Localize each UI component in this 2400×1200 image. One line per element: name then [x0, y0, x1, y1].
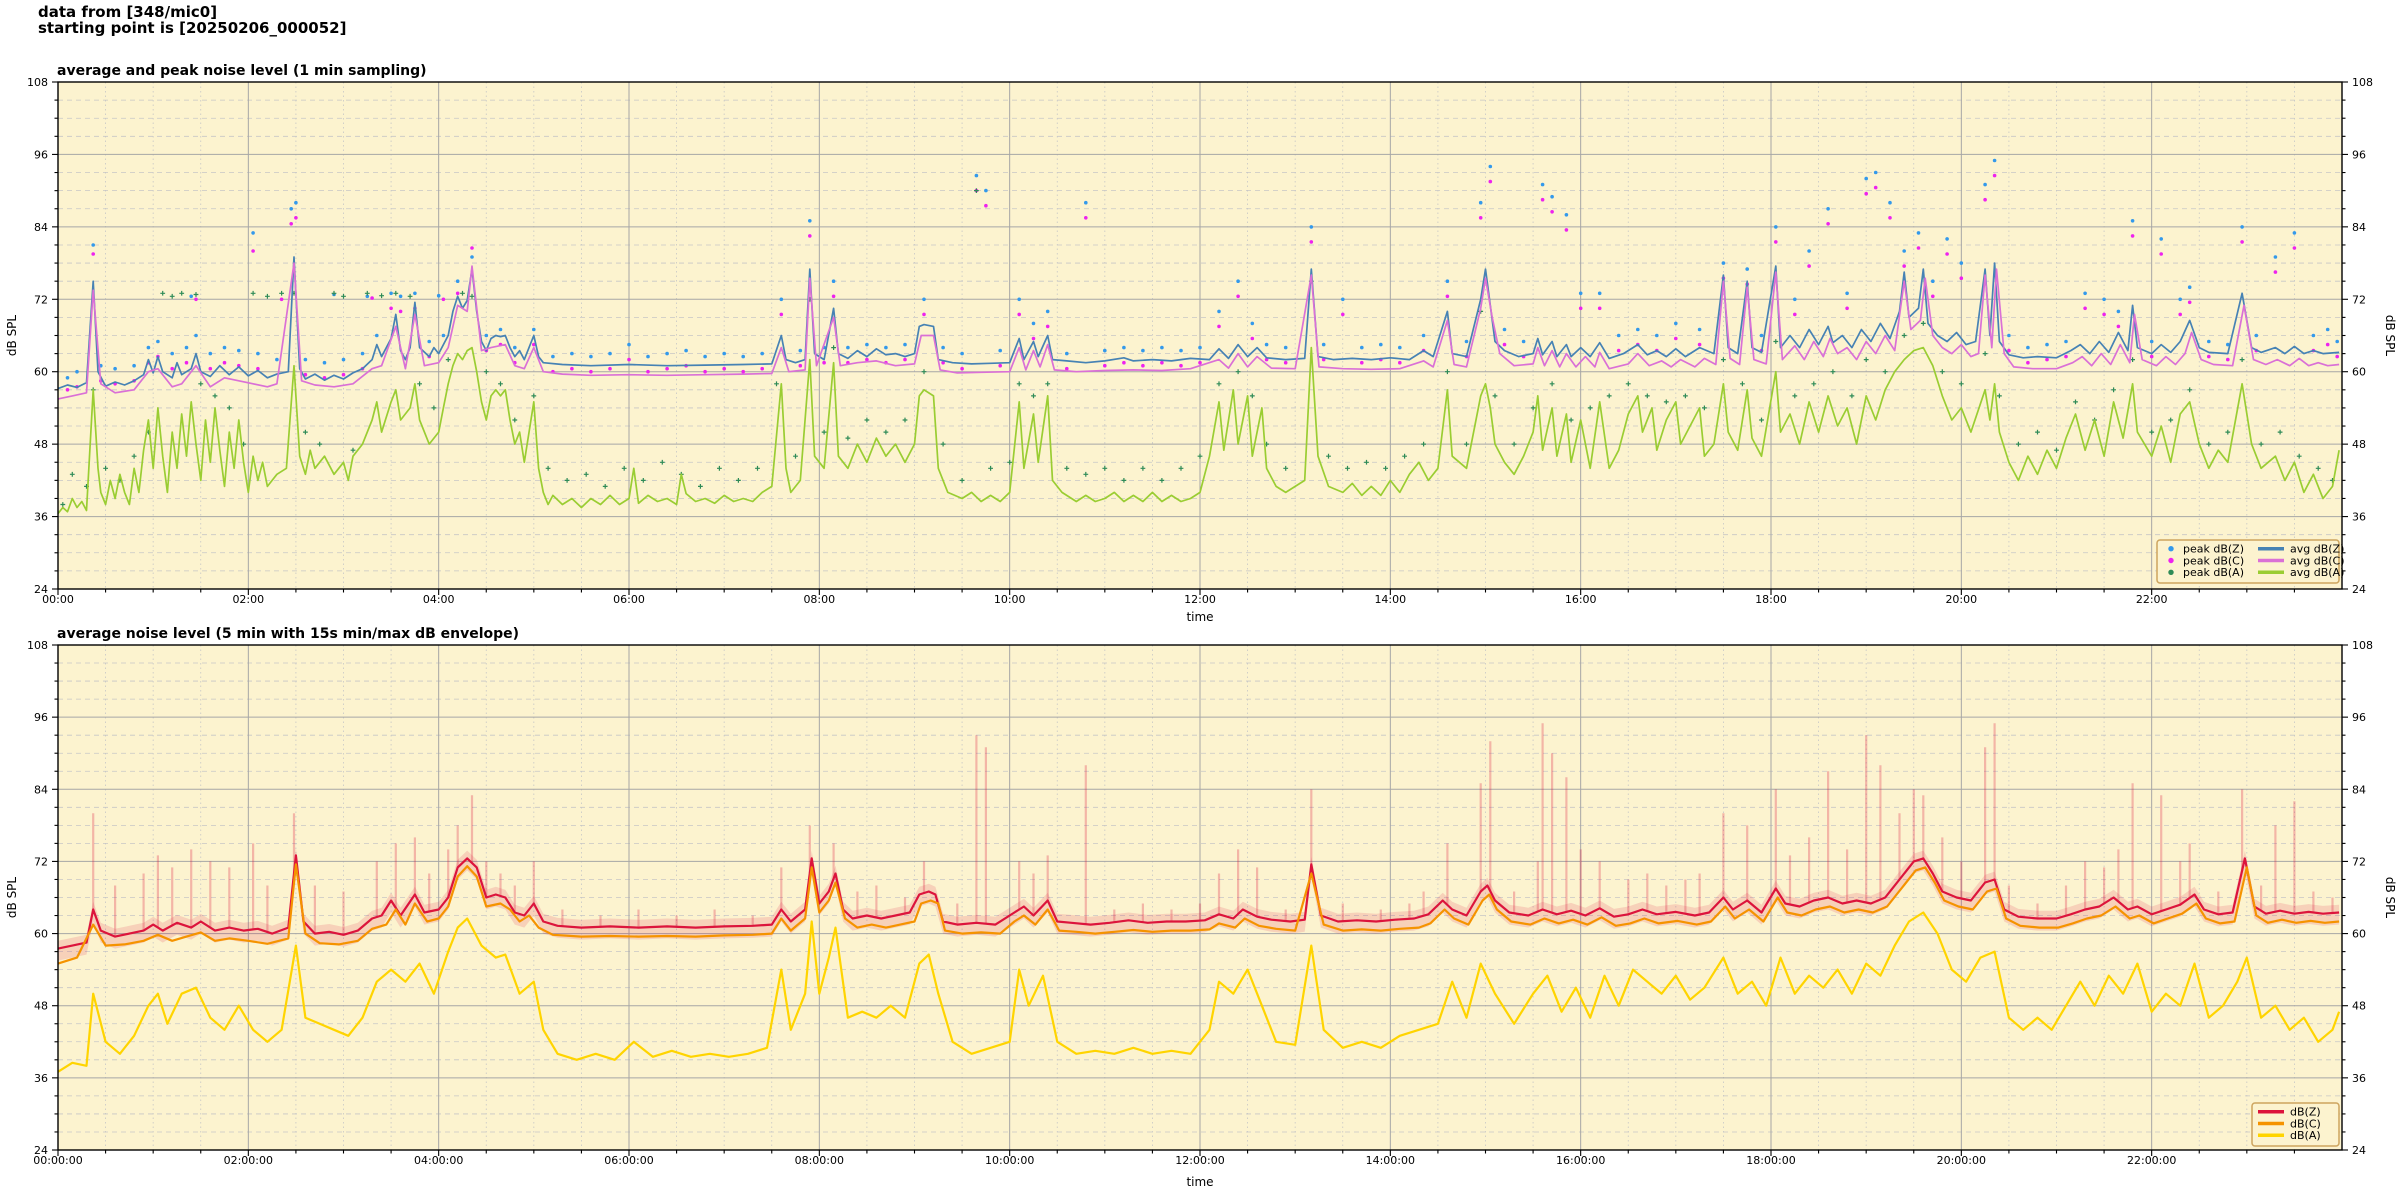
- y-tick-label-right: 60: [2352, 366, 2366, 379]
- y-tick-label-left: 84: [34, 783, 48, 796]
- x-tick-label: 18:00:00: [1746, 1154, 1795, 1167]
- y-tick-label-right: 108: [2352, 639, 2373, 652]
- y-tick-label-left: 84: [34, 221, 48, 234]
- legend-label: dB(C): [2290, 1117, 2321, 1130]
- x-tick-label: 14:00:00: [1366, 1154, 1415, 1167]
- y-tick-label-left: 60: [34, 366, 48, 379]
- y-tick-label-left: 96: [34, 148, 48, 161]
- x-tick-label: 08:00: [803, 593, 835, 606]
- series-peak-db-z: [65, 158, 2339, 380]
- y-tick-label-right: 72: [2352, 855, 2366, 868]
- x-tick-label: 04:00:00: [414, 1154, 463, 1167]
- series-db-c: [57, 863, 2340, 965]
- legend-label: peak dB(Z): [2183, 543, 2244, 556]
- y-tick-label-right: 96: [2352, 711, 2366, 724]
- header-data-source: data from [348/mic0]: [38, 3, 218, 21]
- y-axis-label-right: dB SPL: [2383, 877, 2397, 919]
- x-tick-label: 02:00: [232, 593, 264, 606]
- x-tick-label: 10:00: [994, 593, 1026, 606]
- x-tick-label: 08:00:00: [795, 1154, 844, 1167]
- legend-marker-dot: [2168, 569, 2174, 575]
- axis-ticks: [52, 644, 2348, 1156]
- y-tick-label-right: 96: [2352, 148, 2366, 161]
- y-tick-label-right: 84: [2352, 783, 2366, 796]
- axis-labels: 00:00 02:00 04:00 06:00 08:00 10:00 12:00 14:00…: [5, 63, 2397, 624]
- legend-label: dB(Z): [2290, 1106, 2321, 1119]
- y-tick-label-right: 84: [2352, 221, 2366, 234]
- y-tick-label-right: 24: [2352, 1144, 2366, 1157]
- series-avg-db-a: [57, 346, 2340, 515]
- x-axis-label: time: [1186, 610, 1213, 624]
- y-tick-label-right: 72: [2352, 293, 2366, 306]
- x-tick-label: 02:00:00: [224, 1154, 273, 1167]
- x-tick-label: 16:00: [1565, 593, 1597, 606]
- y-tick-label-right: 36: [2352, 1072, 2366, 1085]
- x-tick-label: 04:00: [423, 593, 455, 606]
- gridlines: [58, 645, 2342, 1150]
- legend-label: dB(A): [2290, 1129, 2321, 1142]
- y-tick-label-left: 108: [27, 639, 48, 652]
- chart-title: average noise level (5 min with 15s min/…: [57, 626, 519, 642]
- legend: peak dB(Z)peak dB(C)peak dB(A)avg dB(Z)a…: [2156, 539, 2345, 584]
- x-tick-label: 14:00: [1374, 593, 1406, 606]
- y-tick-label-right: 36: [2352, 511, 2366, 524]
- legend-marker-dot: [2168, 546, 2174, 552]
- y-tick-label-left: 48: [34, 438, 48, 451]
- y-tick-label-left: 96: [34, 711, 48, 724]
- y-tick-label-left: 108: [27, 76, 48, 89]
- x-tick-label: 16:00:00: [1556, 1154, 1605, 1167]
- y-tick-label-left: 36: [34, 511, 48, 524]
- x-tick-label: 22:00:00: [2127, 1154, 2176, 1167]
- y-tick-label-right: 60: [2352, 928, 2366, 941]
- y-tick-label-left: 48: [34, 1000, 48, 1013]
- x-tick-label: 00:00:00: [33, 1154, 82, 1167]
- y-tick-label-right: 24: [2352, 583, 2366, 596]
- x-tick-label: 20:00: [1945, 593, 1977, 606]
- y-tick-label-left: 72: [34, 855, 48, 868]
- y-tick-label-left: 24: [34, 1144, 48, 1157]
- x-axis-label: time: [1186, 1175, 1213, 1189]
- x-tick-label: 06:00:00: [604, 1154, 653, 1167]
- y-tick-label-left: 36: [34, 1072, 48, 1085]
- legend: dB(Z)dB(C)dB(A): [2251, 1102, 2340, 1147]
- series-avg-db-z: [57, 256, 2340, 390]
- x-tick-label: 12:00: [1184, 593, 1216, 606]
- legend-label: avg dB(C): [2290, 554, 2345, 567]
- x-tick-label: 00:00: [42, 593, 74, 606]
- series-peak-db-a: [60, 188, 2335, 507]
- x-tick-label: 20:00:00: [1937, 1154, 1986, 1167]
- legend-label: avg dB(A): [2290, 566, 2344, 579]
- legend-label: avg dB(Z): [2290, 543, 2344, 556]
- axis-labels: 00:00:00 02:00:00 04:00:00 06:00:00 08:00:00…: [5, 626, 2397, 1189]
- axis-ticks: [52, 81, 2348, 595]
- y-axis-label-left: dB SPL: [5, 315, 19, 357]
- y-axis-label-left: dB SPL: [5, 877, 19, 919]
- x-tick-label: 10:00:00: [985, 1154, 1034, 1167]
- header-starting-point: starting point is [20250206_000052]: [38, 19, 347, 37]
- x-tick-label: 18:00: [1755, 593, 1787, 606]
- legend-label: peak dB(C): [2183, 554, 2244, 567]
- legend-label: peak dB(A): [2183, 566, 2244, 579]
- y-tick-label-left: 24: [34, 583, 48, 596]
- x-tick-label: 06:00: [613, 593, 645, 606]
- y-axis-label-right: dB SPL: [2383, 315, 2397, 357]
- y-tick-label-left: 60: [34, 928, 48, 941]
- series-db-a: [57, 911, 2341, 1073]
- series-avg-db-c: [57, 262, 2340, 400]
- minmax-envelope: [58, 723, 2340, 961]
- chart-avg-peak: 00:00 02:00 04:00 06:00 08:00 10:00 12:00 14:00…: [5, 63, 2397, 624]
- y-tick-label-right: 48: [2352, 1000, 2366, 1013]
- chart-title: average and peak noise level (1 min samp…: [57, 63, 427, 79]
- chart-avg-envelope: 00:00:00 02:00:00 04:00:00 06:00:00 08:00:00…: [5, 626, 2397, 1189]
- y-tick-label-left: 72: [34, 293, 48, 306]
- x-tick-label: 22:00: [2136, 593, 2168, 606]
- legend-marker-dot: [2168, 557, 2174, 564]
- y-tick-label-right: 108: [2352, 76, 2373, 89]
- y-tick-label-right: 48: [2352, 438, 2366, 451]
- x-tick-label: 12:00:00: [1175, 1154, 1224, 1167]
